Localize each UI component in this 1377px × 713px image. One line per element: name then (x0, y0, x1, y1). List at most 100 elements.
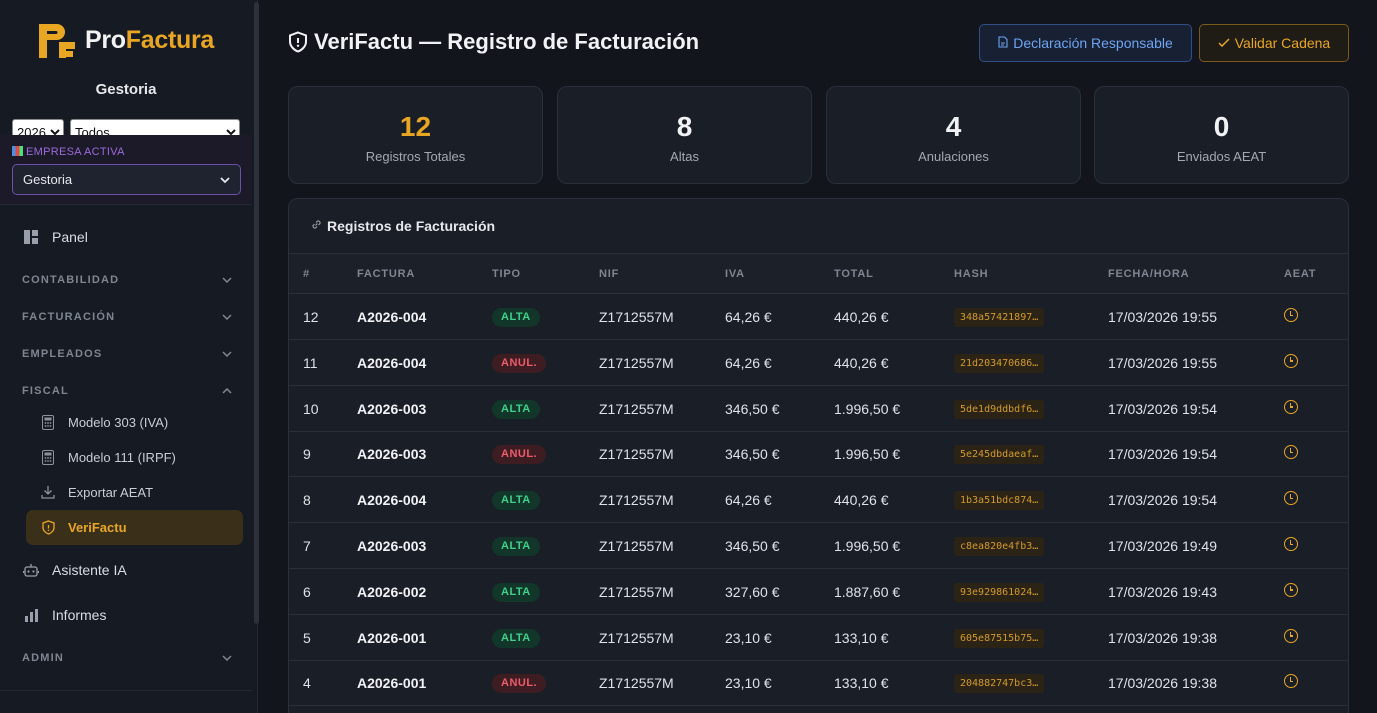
cell-nif: Z1712557M (599, 629, 674, 646)
hash-chip[interactable]: c8ea820e4fb3… (954, 537, 1045, 556)
hash-chip[interactable]: 605e87515b75… (954, 628, 1045, 648)
cell-number: 8 (303, 492, 311, 509)
sidebar-item-label: Modelo 303 (IVA) (68, 414, 169, 430)
cell-iva: 64,26 € (725, 492, 772, 509)
hash-chip[interactable]: 5e245dbdaeaf… (954, 445, 1045, 465)
shield-icon (289, 31, 307, 53)
sidebar-scrollbar[interactable] (254, 2, 259, 624)
logo-text-factura: Factura (125, 25, 215, 54)
empresa-select[interactable]: Gestoria (12, 164, 241, 195)
logo[interactable]: ProFactura (37, 20, 214, 60)
stat-card-anulaciones: 4 Anulaciones (826, 86, 1081, 184)
column-header[interactable]: IVA (725, 268, 745, 280)
type-filter-select[interactable]: Todos (70, 119, 240, 135)
cell-iva: 23,10 € (725, 675, 772, 692)
stat-card-enviados: 0 Enviados AEAT (1094, 86, 1349, 184)
chevron-down-icon (222, 349, 232, 360)
hash-chip[interactable]: 348a57421897… (954, 308, 1045, 327)
table-row[interactable]: 5 A2026-001 Z1712557M 23,10 € 133,10 € 17/03/… (289, 615, 1348, 661)
sidebar-filters: 2026 Todos (12, 119, 240, 135)
hash-chip[interactable]: 21d203470686… (954, 353, 1045, 373)
cell-fecha: 17/03/2026 19:54 (1108, 492, 1217, 509)
sidebar-item-exportar-aeat[interactable]: Exportar AEAT (40, 484, 153, 500)
column-header[interactable]: FECHA/HORA (1108, 268, 1190, 280)
calculator-icon (40, 449, 56, 465)
sidebar-footer (0, 690, 252, 713)
year-filter-select[interactable]: 2026 (12, 119, 64, 135)
stat-label: Registros Totales (365, 149, 466, 164)
main-content: VeriFactu — Registro de Facturación Decl… (258, 0, 1377, 713)
column-header[interactable]: AEAT (1284, 268, 1317, 280)
cell-factura: A2026-003 (357, 538, 427, 554)
table-row[interactable]: 9 A2026-003 Z1712557M 346,50 € 1.996,50 € 17/… (289, 431, 1348, 478)
sidebar-item-panel[interactable]: Panel (22, 228, 88, 246)
logo-text-pro: Pro (85, 25, 126, 54)
empresa-activa-text: EMPRESA ACTIVA (26, 146, 125, 158)
sidebar-item-verifactu-active[interactable] (26, 510, 243, 545)
logo-mark-icon (37, 20, 77, 60)
declaracion-responsable-button[interactable]: Declaración Responsable (979, 24, 1192, 62)
table-row[interactable]: 4 A2026-001 Z1712557M 23,10 € 133,10 € 17/03/… (289, 660, 1348, 707)
clock-icon (1284, 445, 1298, 460)
cell-total: 440,26 € (834, 354, 889, 371)
table-row[interactable]: 10 A2026-003 Z1712557M 346,50 € 1.996,50 € 17… (289, 386, 1348, 432)
cell-iva: 346,50 € (725, 400, 780, 417)
column-header[interactable]: HASH (954, 268, 989, 280)
sidebar-section-contabilidad[interactable]: CONTABILIDAD (22, 274, 232, 286)
cell-total: 440,26 € (834, 309, 889, 325)
column-header[interactable]: NIF (599, 268, 620, 280)
column-header[interactable]: TIPO (492, 268, 521, 280)
cell-iva: 64,26 € (725, 354, 772, 371)
cell-factura: A2026-003 (357, 446, 427, 463)
cell-fecha: 17/03/2026 19:49 (1108, 538, 1217, 554)
sidebar-section-empleados[interactable]: EMPLEADOS (22, 348, 232, 360)
clock-icon (1284, 674, 1298, 689)
dashboard-icon (22, 228, 40, 246)
cell-factura: A2026-001 (357, 675, 427, 692)
table-row[interactable]: 8 A2026-004 Z1712557M 64,26 € 440,26 € 17/03/… (289, 477, 1348, 524)
tipo-badge: ALTA (492, 628, 540, 648)
table-row[interactable]: 6 A2026-002 Z1712557M 327,60 € 1.887,60 € 17/… (289, 569, 1348, 615)
table-row[interactable]: 7 A2026-003 Z1712557M 346,50 € 1.996,50 € 17/… (289, 523, 1348, 569)
sidebar-item-modelo-303[interactable]: Modelo 303 (IVA) (40, 414, 168, 430)
sidebar-section-admin[interactable]: ADMIN (22, 652, 232, 664)
column-header[interactable]: # (303, 268, 310, 280)
cell-iva: 327,60 € (725, 583, 780, 600)
column-header[interactable]: FACTURA (357, 268, 416, 280)
page-title-text: VeriFactu — Registro de Facturación (314, 29, 700, 54)
cell-total: 1.996,50 € (834, 538, 901, 554)
clock-icon (1284, 399, 1298, 414)
section-label: FACTURACIÓN (22, 311, 116, 323)
cell-factura: A2026-004 (357, 492, 427, 509)
sidebar-item-label: Modelo 111 (IRPF) (68, 449, 176, 465)
cell-total: 133,10 € (834, 675, 889, 692)
hash-chip[interactable]: 1b3a51bdc874… (954, 491, 1045, 511)
cell-fecha: 17/03/2026 19:54 (1108, 446, 1217, 463)
tipo-badge: ANUL. (492, 445, 547, 465)
hash-chip[interactable]: 204882747bc3… (954, 674, 1045, 694)
sidebar-item-modelo-111[interactable]: Modelo 111 (IRPF) (40, 449, 176, 465)
sidebar-item-asistente-ia[interactable]: Asistente IA (22, 561, 127, 579)
cell-number: 12 (303, 309, 319, 325)
sidebar-item-label: Asistente IA (52, 562, 127, 578)
panel-title-text: Registros de Facturación (327, 218, 496, 234)
hash-chip[interactable]: 93e929861024… (954, 582, 1045, 602)
table-row[interactable]: 11 A2026-004 Z1712557M 64,26 € 440,26 € 17/03… (289, 340, 1348, 386)
column-header[interactable]: TOTAL (834, 268, 874, 280)
sidebar-section-facturacion[interactable]: FACTURACIÓN (22, 311, 232, 323)
stat-value: 12 (399, 111, 432, 142)
validar-cadena-button[interactable]: Validar Cadena (1199, 24, 1349, 62)
hash-chip[interactable]: 5de1d9ddbdf6… (954, 399, 1045, 419)
tipo-badge: ANUL. (492, 674, 547, 694)
cell-nif: Z1712557M (599, 675, 674, 692)
clock-icon (1284, 628, 1298, 643)
page-title: VeriFactu — Registro de Facturación (288, 29, 699, 55)
cell-iva: 346,50 € (725, 538, 780, 554)
tipo-badge: ALTA (492, 537, 540, 556)
table-row[interactable]: 12 A2026-004 Z1712557M 64,26 € 440,26 € 17/03… (289, 294, 1348, 340)
chevron-down-icon (222, 312, 232, 323)
sidebar-section-fiscal[interactable]: FISCAL (22, 385, 232, 397)
sidebar-item-informes[interactable]: Informes (22, 606, 106, 624)
sidebar-item-verifactu[interactable]: VeriFactu (40, 519, 127, 535)
cell-number: 11 (303, 354, 318, 371)
